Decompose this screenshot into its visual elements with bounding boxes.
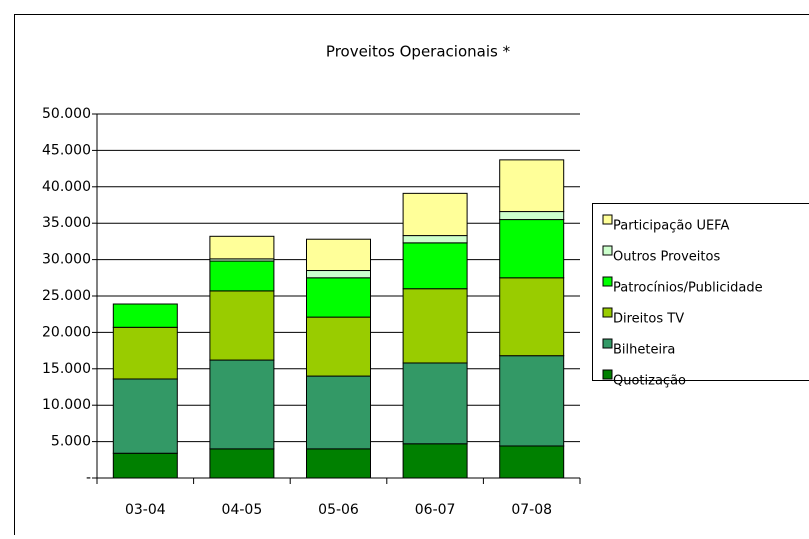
legend-label: Participação UEFA — [613, 219, 729, 234]
bar-segment — [403, 193, 467, 235]
y-tick-label: 10.000 — [42, 397, 91, 413]
x-tick-label: 06-07 — [415, 502, 456, 518]
y-tick-label: 5.000 — [51, 434, 91, 450]
legend-swatch — [603, 308, 612, 317]
bar-segment — [403, 243, 467, 289]
legend-swatch — [603, 370, 612, 379]
bar-segment — [113, 379, 177, 453]
y-tick-label: 40.000 — [42, 179, 91, 195]
bar-segment — [403, 289, 467, 363]
y-tick-label: 25.000 — [42, 288, 91, 304]
legend-swatch — [603, 215, 612, 224]
y-tick-label: - — [86, 470, 91, 486]
y-tick-label: 35.000 — [42, 215, 91, 231]
x-tick-label: 07-08 — [511, 502, 552, 518]
legend-label: Direitos TV — [613, 312, 684, 327]
x-tick-label: 05-06 — [318, 502, 359, 518]
x-tick-label: 03-04 — [125, 502, 166, 518]
y-tick-label: 30.000 — [42, 252, 91, 268]
bar-segment — [500, 446, 564, 478]
bar-segment — [307, 239, 371, 270]
bar-segment — [403, 363, 467, 444]
legend-swatch — [603, 277, 612, 286]
y-tick-label: 15.000 — [42, 361, 91, 377]
legend-label: Quotização — [613, 374, 686, 389]
bar-segment — [307, 376, 371, 449]
bar-segment — [307, 278, 371, 317]
bar-segment — [210, 236, 274, 259]
bar-segment — [113, 327, 177, 379]
bar-segment — [113, 453, 177, 478]
bar-segment — [210, 360, 274, 449]
bar-segment — [500, 356, 564, 446]
legend-swatch — [603, 339, 612, 348]
bar-segment — [307, 271, 371, 278]
bar-segment — [403, 444, 467, 478]
bar-segment — [307, 449, 371, 478]
legend-label: Bilheteira — [613, 343, 675, 358]
bar-segment — [500, 220, 564, 278]
legend-label: Outros Proveitos — [613, 250, 720, 265]
bar-segment — [403, 236, 467, 243]
y-tick-label: 50.000 — [42, 106, 91, 122]
legend-label: Patrocínios/Publicidade — [613, 281, 763, 296]
legend-swatch — [603, 246, 612, 255]
x-tick-label: 04-05 — [222, 502, 263, 518]
chart-title: Proveitos Operacionais * — [326, 43, 511, 61]
bar-segment — [210, 449, 274, 478]
bar-segment — [113, 304, 177, 327]
bar-segment — [210, 291, 274, 360]
y-tick-label: 20.000 — [42, 324, 91, 340]
bar-segment — [500, 278, 564, 356]
bar-segment — [500, 212, 564, 220]
bar-segment — [307, 317, 371, 376]
bar-segment — [500, 160, 564, 212]
bar-segment — [210, 261, 274, 291]
y-tick-label: 45.000 — [42, 142, 91, 158]
